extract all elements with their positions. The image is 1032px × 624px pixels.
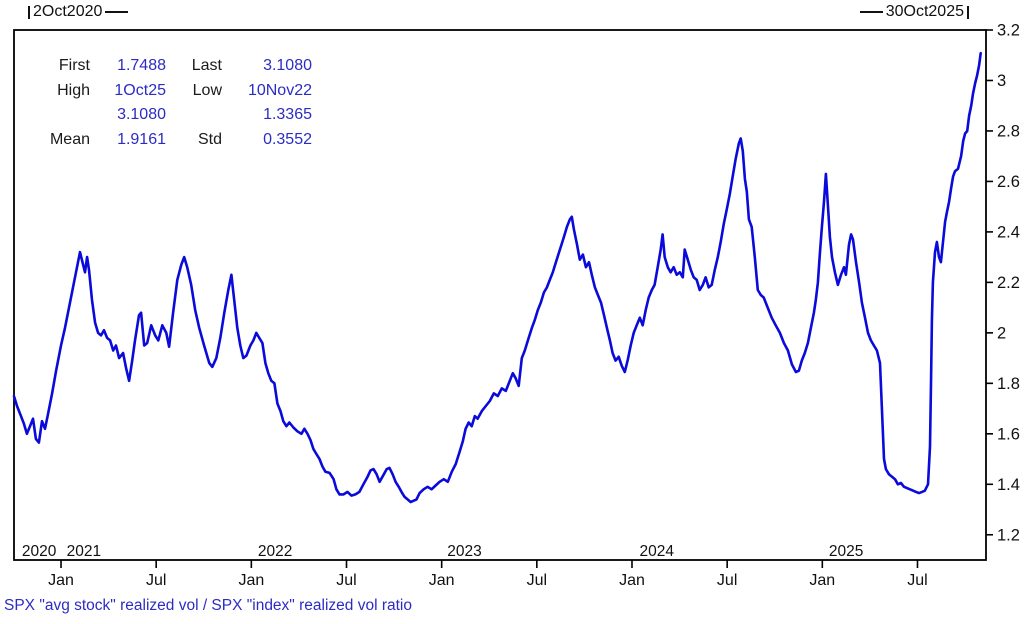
stat-label: First bbox=[58, 57, 90, 74]
svg-text:2022: 2022 bbox=[258, 543, 292, 560]
svg-text:2025: 2025 bbox=[829, 543, 863, 560]
stat-value: 3.1080 bbox=[263, 57, 312, 74]
stat-label: Low bbox=[192, 81, 222, 99]
svg-text:2023: 2023 bbox=[447, 543, 481, 560]
svg-text:Jan: Jan bbox=[48, 572, 74, 589]
start-dash-icon bbox=[105, 11, 129, 13]
end-date-marker: 30Oct2025 bbox=[859, 3, 969, 21]
stat-label bbox=[46, 103, 90, 128]
stat-value: 1Oct25 bbox=[114, 81, 166, 99]
svg-text:2.4: 2.4 bbox=[997, 223, 1020, 241]
end-date-label: 30Oct2025 bbox=[885, 3, 964, 20]
start-tick-icon bbox=[28, 5, 30, 19]
svg-text:Jul: Jul bbox=[717, 572, 737, 589]
stat-value: 10Nov22 bbox=[247, 81, 312, 99]
svg-text:Jul: Jul bbox=[527, 572, 547, 589]
stat-label bbox=[166, 103, 222, 128]
svg-text:1.2: 1.2 bbox=[997, 526, 1020, 544]
plot-border bbox=[13, 29, 987, 561]
stat-value: 1.9161 bbox=[117, 130, 166, 148]
end-dash-icon bbox=[859, 11, 883, 13]
end-tick-icon bbox=[967, 5, 969, 19]
stat-value: 1.7488 bbox=[117, 57, 166, 74]
svg-text:Jul: Jul bbox=[907, 572, 927, 589]
svg-text:Jul: Jul bbox=[146, 572, 166, 589]
stat-label: Std bbox=[197, 130, 222, 148]
svg-text:1.8: 1.8 bbox=[997, 375, 1020, 393]
svg-text:2.6: 2.6 bbox=[997, 173, 1020, 191]
stat-label: Last bbox=[191, 57, 222, 74]
svg-text:2.8: 2.8 bbox=[997, 122, 1020, 140]
svg-text:Jan: Jan bbox=[238, 572, 264, 589]
stat-value: 1.3365 bbox=[263, 106, 312, 123]
svg-text:Jan: Jan bbox=[619, 572, 645, 589]
svg-text:1.6: 1.6 bbox=[997, 425, 1020, 443]
year-labels: 2020 2021 2022 2023 2024 2025 bbox=[22, 543, 863, 560]
y-axis-ticks: 1.2 1.4 1.6 1.8 2 2.2 2.4 2.6 2.8 3 3.2 bbox=[986, 22, 1020, 544]
svg-text:3: 3 bbox=[997, 72, 1006, 90]
svg-text:2020: 2020 bbox=[22, 543, 57, 560]
svg-text:2.2: 2.2 bbox=[997, 274, 1020, 292]
stat-label: Mean bbox=[49, 130, 90, 148]
svg-text:Jan: Jan bbox=[429, 572, 455, 589]
stat-value: 3.1080 bbox=[117, 106, 166, 123]
start-date-label: 2Oct2020 bbox=[33, 3, 103, 20]
svg-text:1.4: 1.4 bbox=[997, 476, 1020, 494]
series-title: SPX "avg stock" realized vol / SPX "inde… bbox=[4, 597, 412, 614]
stat-label: High bbox=[57, 81, 90, 99]
svg-text:2021: 2021 bbox=[67, 543, 101, 560]
series-line bbox=[12, 51, 983, 504]
svg-text:Jan: Jan bbox=[809, 572, 835, 589]
x-axis-ticks: Jan Jul Jan Jul Jan Jul Jan Jul Jan Jul bbox=[48, 560, 928, 589]
svg-text:2024: 2024 bbox=[639, 543, 674, 560]
start-date-marker: 2Oct2020 bbox=[28, 3, 129, 21]
svg-text:3.2: 3.2 bbox=[997, 22, 1020, 40]
stats-box: First 1.7488 Last 3.1080 High 1Oct25 Low… bbox=[46, 54, 312, 152]
svg-text:Jul: Jul bbox=[336, 572, 356, 589]
stat-value: 0.3552 bbox=[263, 130, 312, 148]
svg-text:2: 2 bbox=[997, 324, 1006, 342]
